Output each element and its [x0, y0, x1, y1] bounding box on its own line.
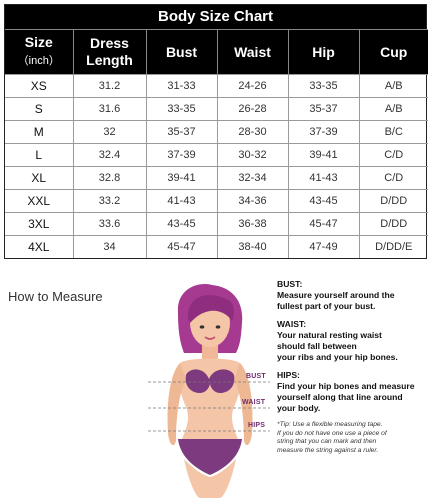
cell-cup: A/B — [358, 74, 428, 98]
cell-cup: B/C — [358, 120, 428, 144]
cell-size: 3XL — [5, 212, 73, 236]
bust-label: BUST — [246, 373, 266, 380]
cell-hip: 37-39 — [287, 120, 359, 144]
hips-label: HIPS — [248, 422, 266, 429]
cell-cup: D/DD/E — [358, 235, 428, 258]
cell-waist: 38-40 — [216, 235, 288, 258]
cell-bust: 37-39 — [145, 143, 217, 167]
measuring-tip: *Tip: Use a flexible measuring tape. If … — [277, 421, 387, 454]
table-row: M 32 35-37 28-30 37-39 B/C — [5, 120, 428, 144]
cell-size: S — [5, 97, 73, 121]
cell-cup: C/D — [358, 166, 428, 190]
cell-waist: 28-30 — [216, 120, 288, 144]
table-row: L 32.4 37-39 30-32 39-41 C/D — [5, 143, 428, 167]
cell-size: XS — [5, 74, 73, 98]
cell-hip: 41-43 — [287, 166, 359, 190]
cell-hip: 43-45 — [287, 189, 359, 213]
waist-label: WAIST — [242, 399, 266, 406]
cell-bust: 35-37 — [145, 120, 217, 144]
column-header-dress-length: Dress Length — [72, 29, 146, 75]
legs — [184, 459, 236, 498]
cell-dress-length: 32.4 — [72, 143, 146, 167]
column-header-hip: Hip — [287, 29, 359, 75]
hair-fringe — [187, 295, 234, 323]
cell-hip: 39-41 — [287, 143, 359, 167]
table-row: XS 31.2 31-33 24-26 33-35 A/B — [5, 74, 428, 98]
column-header-cup: Cup — [358, 29, 428, 75]
table-row: S 31.6 33-35 26-28 35-37 A/B — [5, 97, 428, 121]
cell-dress-length: 34 — [72, 235, 146, 258]
table-row: 3XL 33.6 43-45 36-38 45-47 D/DD — [5, 212, 428, 236]
bra — [185, 369, 235, 393]
cell-bust: 43-45 — [145, 212, 217, 236]
right-arm — [234, 363, 253, 446]
cell-size: XXL — [5, 189, 73, 213]
column-header-bust: Bust — [145, 29, 217, 75]
cell-waist: 32-34 — [216, 166, 288, 190]
cell-hip: 45-47 — [287, 212, 359, 236]
cell-bust: 45-47 — [145, 235, 217, 258]
cell-dress-length: 31.2 — [72, 74, 146, 98]
cell-cup: D/DD — [358, 189, 428, 213]
cell-bust: 33-35 — [145, 97, 217, 121]
cell-waist: 34-36 — [216, 189, 288, 213]
note-heading: WAIST: — [277, 319, 307, 329]
column-header-waist: Waist — [216, 29, 288, 75]
cell-size: XL — [5, 166, 73, 190]
cell-size: 4XL — [5, 235, 73, 258]
table-header-row: Size （inch） Dress Length Bust Waist Hip Cu… — [5, 29, 428, 75]
cell-hip: 47-49 — [287, 235, 359, 258]
briefs — [178, 439, 242, 475]
cell-bust: 39-41 — [145, 166, 217, 190]
column-header-size: Size （inch） — [5, 29, 73, 75]
cell-size: L — [5, 143, 73, 167]
cell-cup: C/D — [358, 143, 428, 167]
table-row: 4XL 34 45-47 38-40 47-49 D/DD/E — [5, 235, 428, 258]
torso — [178, 358, 242, 443]
table-row: XL 32.8 39-41 32-34 41-43 C/D — [5, 166, 428, 190]
cell-dress-length: 32.8 — [72, 166, 146, 190]
cell-dress-length: 33.2 — [72, 189, 146, 213]
note-hips: HIPS: Find your hip bones and measure yo… — [277, 370, 429, 414]
cell-hip: 35-37 — [287, 97, 359, 121]
cell-waist: 30-32 — [216, 143, 288, 167]
table-row: XXL 33.2 41-43 34-36 43-45 D/DD — [5, 189, 428, 213]
how-to-measure-title: How to Measure — [8, 289, 103, 304]
cell-cup: D/DD — [358, 212, 428, 236]
cell-waist: 24-26 — [216, 74, 288, 98]
cell-bust: 41-43 — [145, 189, 217, 213]
size-chart: Body Size Chart Size （inch） Dress Length B… — [4, 4, 428, 259]
size-table: Size （inch） Dress Length Bust Waist Hip Cu… — [5, 29, 428, 258]
cell-hip: 33-35 — [287, 74, 359, 98]
cell-waist: 36-38 — [216, 212, 288, 236]
note-bust: BUST: Measure yourself around the fulles… — [277, 279, 429, 312]
chart-title: Body Size Chart — [5, 5, 426, 29]
cell-dress-length: 32 — [72, 120, 146, 144]
cell-dress-length: 31.6 — [72, 97, 146, 121]
measurement-figure: BUST WAIST HIPS — [140, 283, 280, 498]
cell-cup: A/B — [358, 97, 428, 121]
cell-size: M — [5, 120, 73, 144]
note-waist: WAIST: Your natural resting waist should… — [277, 319, 429, 363]
cell-dress-length: 33.6 — [72, 212, 146, 236]
cell-bust: 31-33 — [145, 74, 217, 98]
cell-waist: 26-28 — [216, 97, 288, 121]
note-heading: BUST: — [277, 279, 303, 289]
measure-notes: BUST: Measure yourself around the fulles… — [277, 279, 429, 455]
left-arm — [167, 363, 186, 446]
note-heading: HIPS: — [277, 370, 300, 380]
body-illustration — [148, 284, 270, 498]
